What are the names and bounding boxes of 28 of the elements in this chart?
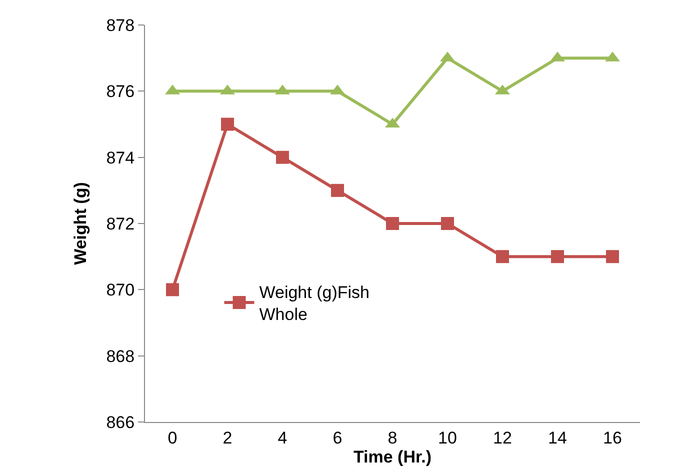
y-axis-title: Weight (g): [70, 182, 90, 265]
y-tick-label: 870: [106, 280, 135, 300]
x-tick-label: 14: [548, 428, 567, 448]
y-tick-label: 876: [106, 82, 135, 102]
point: [276, 150, 289, 164]
point: [331, 184, 344, 197]
y-tick-label: 874: [106, 148, 135, 168]
x-tick-label: 16: [603, 428, 622, 448]
x-tick-label: 10: [438, 428, 457, 448]
x-axis-title: Time (Hr.): [353, 447, 432, 466]
point: [386, 217, 399, 230]
y-tick-label: 868: [106, 346, 135, 366]
point: [166, 283, 179, 296]
y-tick-label: 878: [106, 16, 135, 35]
point: [441, 217, 454, 230]
y-tick-label: 872: [106, 214, 135, 234]
point: [551, 250, 564, 264]
x-tick-label: 0: [168, 428, 178, 448]
y-tick-label: 866: [106, 412, 135, 432]
x-tick-label: 6: [332, 428, 342, 448]
point: [496, 250, 509, 264]
point: [606, 250, 619, 264]
x-tick-label: 12: [493, 428, 512, 448]
x-tick-label: 4: [278, 428, 288, 448]
x-tick-label: 2: [222, 428, 232, 448]
x-tick-label: 8: [388, 428, 398, 448]
legend-label: Weight (g)Fish Whole: [259, 283, 370, 324]
point: [221, 118, 234, 131]
